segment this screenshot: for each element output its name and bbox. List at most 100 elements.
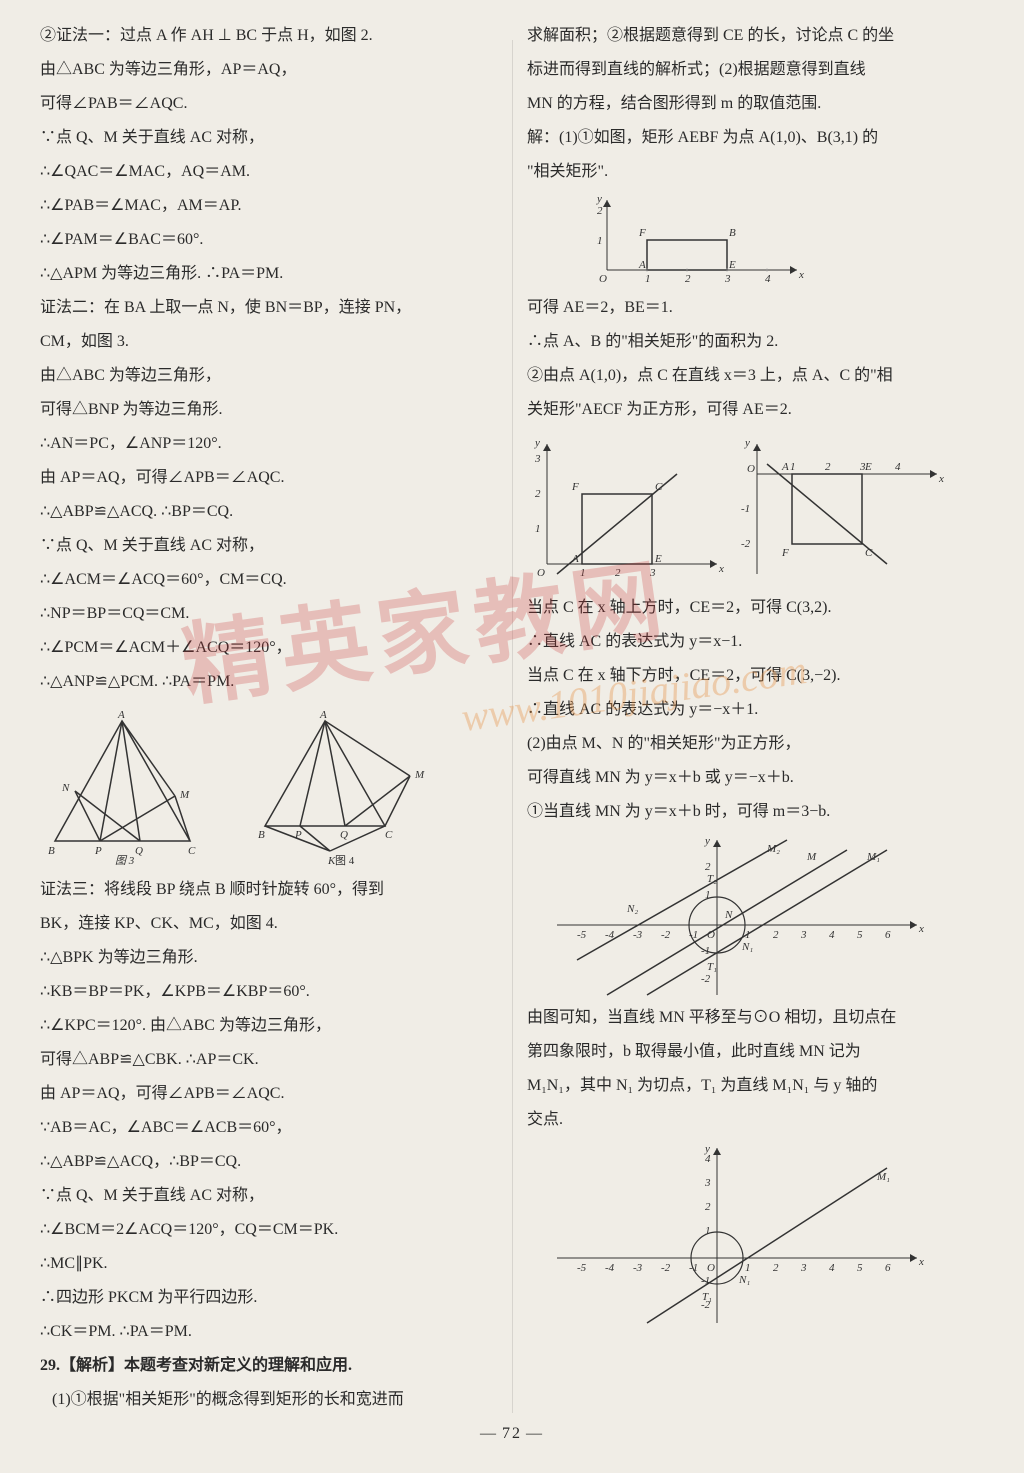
text-line: ∴点 A、B 的"相关矩形"的面积为 2. — [527, 326, 984, 358]
svg-text:E: E — [728, 259, 736, 271]
text-line: 由 AP＝AQ，可得∠APB＝∠AQC. — [40, 462, 497, 494]
svg-text:1: 1 — [597, 235, 603, 247]
svg-text:T₂: T₂ — [707, 873, 717, 885]
text-line: ∴∠PAB＝∠MAC，AM＝AP. — [40, 190, 497, 222]
text-line: (2)由点 M、N 的"相关矩形"为正方形， — [527, 728, 984, 760]
svg-text:3: 3 — [800, 929, 807, 941]
svg-text:F: F — [571, 481, 579, 493]
svg-text:x: x — [718, 563, 724, 575]
svg-text:A: A — [117, 709, 125, 721]
text-line: ∴CK＝PM. ∴PA＝PM. — [40, 1316, 497, 1348]
text-line: ∴△APM 为等边三角形. ∴PA＝PM. — [40, 258, 497, 290]
svg-text:E: E — [654, 553, 662, 565]
svg-text:4: 4 — [895, 461, 901, 473]
text-line: ∴∠QAC＝∠MAC，AQ＝AM. — [40, 156, 497, 188]
svg-text:y: y — [534, 437, 540, 449]
svg-text:-5: -5 — [577, 929, 587, 941]
svg-text:1: 1 — [705, 889, 711, 901]
svg-text:y: y — [596, 193, 602, 205]
text-line: 由图可知，当直线 MN 平移至与⊙O 相切，且切点在 — [527, 1002, 984, 1034]
svg-text:P: P — [94, 845, 102, 857]
svg-text:x: x — [918, 923, 924, 935]
text-line: ∴△ABP≌△ACQ. ∴BP＝CQ. — [40, 496, 497, 528]
svg-text:3: 3 — [704, 1177, 711, 1189]
svg-text:-3: -3 — [633, 1262, 643, 1274]
svg-text:-3: -3 — [633, 929, 643, 941]
svg-text:-1: -1 — [689, 1262, 698, 1274]
svg-text:C: C — [188, 845, 196, 857]
text-line: ∴∠BCM＝2∠ACQ＝120°，CQ＝CM＝PK. — [40, 1214, 497, 1246]
text-line: 可得 AE＝2，BE＝1. — [527, 292, 984, 324]
text-line: MN 的方程，结合图形得到 m 的取值范围. — [527, 88, 984, 120]
text-line: 由△ABC 为等边三角形， — [40, 360, 497, 392]
chart-circle-tangent: O -5-4-3-2-1 123456 1234 -1-2 M₁ N₁ T₁ x… — [547, 1138, 927, 1328]
text-line: 标进而得到直线的解析式；(2)根据题意得到直线 — [527, 54, 984, 86]
svg-text:-1: -1 — [701, 1275, 710, 1287]
svg-text:Q: Q — [340, 829, 348, 841]
text-line: ∴KB＝BP＝PK，∠KPB＝∠KBP＝60°. — [40, 976, 497, 1008]
svg-text:y: y — [704, 835, 710, 847]
svg-text:4: 4 — [829, 929, 835, 941]
text-line: ∴直线 AC 的表达式为 y＝−x＋1. — [527, 694, 984, 726]
chart-square-down: O 1234 -1-2 AE FC xy — [737, 434, 947, 584]
svg-text:A: A — [319, 709, 327, 721]
text-line: ∴△ANP≌△PCM. ∴PA＝PM. — [40, 666, 497, 698]
text-line: ①当直线 MN 为 y＝x＋b 时，可得 m＝3−b. — [527, 796, 984, 828]
svg-text:3: 3 — [534, 453, 541, 465]
figure-3: A N M B P Q C 图 3 — [40, 706, 240, 866]
text-line: ∴AN＝PC，∠ANP＝120°. — [40, 428, 497, 460]
svg-text:3: 3 — [724, 273, 731, 285]
text-line: 可得∠PAB＝∠AQC. — [40, 88, 497, 120]
svg-text:1: 1 — [705, 1225, 711, 1237]
svg-text:x: x — [798, 269, 804, 281]
page-container: ②证法一：过点 A 作 AH ⊥ BC 于点 H，如图 2. 由△ABC 为等边… — [40, 20, 984, 1453]
text-line: 第四象限时，b 取得最小值，此时直线 MN 记为 — [527, 1036, 984, 1068]
svg-text:M₂: M₂ — [766, 843, 780, 855]
text-line: ∴NP＝BP＝CQ＝CM. — [40, 598, 497, 630]
svg-text:4: 4 — [765, 273, 771, 285]
svg-text:-2: -2 — [661, 1262, 671, 1274]
svg-text:1: 1 — [645, 273, 651, 285]
text-line: 解：(1)①如图，矩形 AEBF 为点 A(1,0)、B(3,1) 的 — [527, 122, 984, 154]
svg-text:-2: -2 — [741, 538, 751, 550]
svg-text:2: 2 — [597, 205, 603, 217]
svg-text:P: P — [294, 829, 302, 841]
text-line: ∵AB＝AC，∠ABC＝∠ACB＝60°， — [40, 1112, 497, 1144]
svg-text:O: O — [707, 1262, 715, 1274]
svg-text:M₁: M₁ — [876, 1171, 890, 1183]
svg-text:1: 1 — [745, 1262, 751, 1274]
svg-text:2: 2 — [825, 461, 831, 473]
svg-text:B: B — [729, 227, 736, 239]
svg-text:C: C — [865, 547, 873, 559]
svg-text:-1: -1 — [741, 503, 750, 515]
text-line: BK，连接 KP、CK、MC，如图 4. — [40, 908, 497, 940]
svg-text:-2: -2 — [701, 973, 711, 985]
text-line: 当点 C 在 x 轴上方时，CE＝2，可得 C(3,2). — [527, 592, 984, 624]
svg-text:A: A — [571, 553, 579, 565]
svg-text:3: 3 — [800, 1262, 807, 1274]
text-line: 证法二：在 BA 上取一点 N，使 BN＝BP，连接 PN， — [40, 292, 497, 324]
svg-text:-4: -4 — [605, 1262, 615, 1274]
svg-text:N: N — [724, 909, 733, 921]
text-line: ∴∠ACM＝∠ACQ＝60°，CM＝CQ. — [40, 564, 497, 596]
svg-text:图 3: 图 3 — [115, 855, 135, 866]
svg-text:2: 2 — [773, 1262, 779, 1274]
svg-text:T₁: T₁ — [707, 961, 717, 973]
svg-text:1: 1 — [745, 929, 751, 941]
svg-text:6: 6 — [885, 929, 891, 941]
svg-text:2: 2 — [705, 1201, 711, 1213]
svg-text:N₂: N₂ — [626, 903, 638, 915]
svg-text:M: M — [414, 769, 425, 781]
svg-text:O: O — [707, 929, 715, 941]
svg-text:3: 3 — [649, 567, 656, 579]
svg-text:A: A — [781, 461, 789, 473]
chart-pair: O 123 123 FC AE xy O 1234 -1-2 AE FC xy — [527, 434, 984, 584]
text-line: ∵点 Q、M 关于直线 AC 对称， — [40, 122, 497, 154]
text-line: 由 AP＝AQ，可得∠APB＝∠AQC. — [40, 1078, 497, 1110]
svg-text:1: 1 — [580, 567, 586, 579]
text-line: ∵点 Q、M 关于直线 AC 对称， — [40, 1180, 497, 1212]
svg-text:Q: Q — [135, 845, 143, 857]
svg-text:x: x — [918, 1256, 924, 1268]
text-line: 可得△ABP≌△CBK. ∴AP＝CK. — [40, 1044, 497, 1076]
figure-row: A N M B P Q C 图 3 A M B — [40, 706, 497, 866]
